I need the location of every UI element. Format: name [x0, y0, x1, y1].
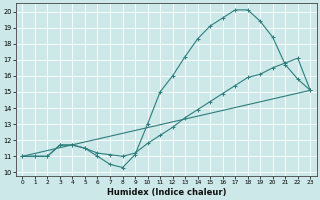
X-axis label: Humidex (Indice chaleur): Humidex (Indice chaleur) [107, 188, 226, 197]
